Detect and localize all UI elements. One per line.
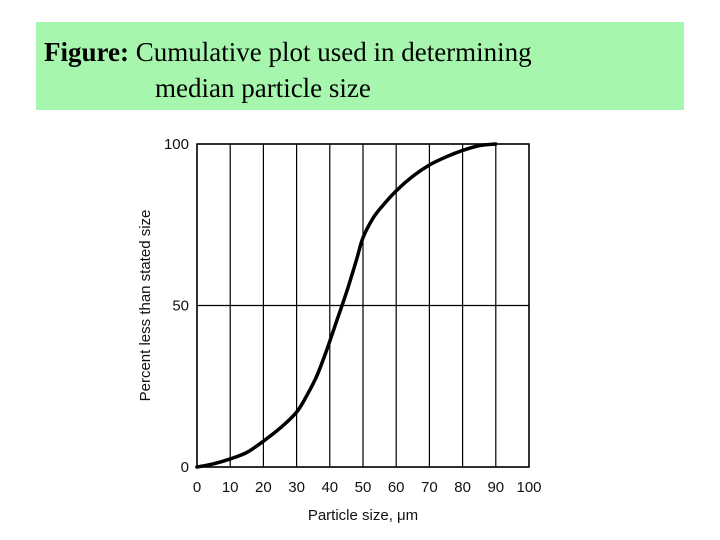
- caption-line1: Cumulative plot used in determining: [135, 37, 532, 67]
- x-tick-label: 20: [255, 479, 272, 496]
- plot-frame: [196, 143, 530, 468]
- x-tick-label: 100: [516, 479, 541, 496]
- caption-lead: Figure:: [44, 37, 129, 67]
- x-tick-label: 0: [193, 479, 201, 496]
- y-tick-labels: 0 50 100: [164, 136, 189, 476]
- x-tick-label: 90: [487, 479, 504, 496]
- x-tick-label: 70: [421, 479, 438, 496]
- caption-line2: median particle size: [155, 73, 371, 103]
- x-tick-label: 10: [222, 479, 239, 496]
- y-tick-label: 50: [172, 298, 189, 315]
- x-tick-label: 40: [321, 479, 338, 496]
- x-axis-label: Particle size, μm: [308, 507, 418, 524]
- figure-caption: Figure: Cumulative plot used in determin…: [36, 22, 684, 110]
- x-tick-label: 50: [355, 479, 372, 496]
- x-tick-label: 30: [288, 479, 305, 496]
- y-axis-label: Percent less than stated size: [137, 210, 154, 402]
- x-tick-label: 80: [454, 479, 471, 496]
- y-tick-label: 0: [181, 459, 189, 476]
- grid: [196, 143, 530, 468]
- x-tick-label: 60: [388, 479, 405, 496]
- y-tick-label: 100: [164, 136, 189, 153]
- x-tick-labels: 0 10 20 30 40 50 60 70 80 90 100: [193, 479, 542, 496]
- cumulative-curve: [195, 142, 498, 469]
